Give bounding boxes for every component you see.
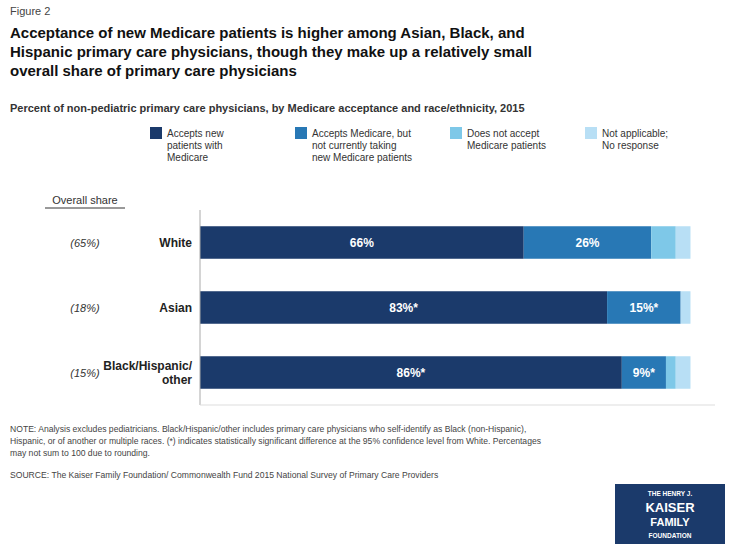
legend-swatch [295,127,307,139]
legend-item: Accepts newpatients withMedicare [150,127,224,163]
legend-label: Does not acceptMedicare patients [467,128,546,151]
overall-share-heading: Overall share [52,194,117,206]
bar-segment [676,226,691,259]
bar-segment [666,356,676,389]
logo: THE HENRY J. KAISERFAMILY FOUNDATION [615,484,725,544]
source: SOURCE: The Kaiser Family Foundation/ Co… [10,470,438,480]
legend-swatch [150,127,162,139]
note: Hispanic, or of another or multiple race… [10,436,541,446]
data-label: 26% [575,236,599,250]
bar-segment [622,356,666,389]
bar-segment [200,291,607,324]
logo-text: FOUNDATION [649,532,692,539]
figure-label: Figure 2 [10,5,50,17]
data-label: 83%* [389,301,418,315]
chart: Figure 2 Acceptance of new Medicare patie… [0,0,735,551]
data-label: 66% [350,236,374,250]
overall-share-label: (15%) [70,367,100,379]
overall-share-underline [45,208,125,209]
category-label: Asian [159,301,192,315]
subtitle: Percent of non-pediatric primary care ph… [10,102,525,114]
logo-text: FAMILY [650,516,690,528]
legend-swatch [450,127,462,139]
overall-share-label: (18%) [70,302,100,314]
note: may not sum to 100 due to rounding. [10,448,150,458]
legend-item: Not applicable;No response [585,127,668,151]
bar-segment [200,356,622,389]
bar-segment [200,226,524,259]
overall-share-label: (65%) [70,237,100,249]
legend-item: Does not acceptMedicare patients [450,127,546,151]
bar-segment [651,226,676,259]
data-label: 9%* [633,366,655,380]
legend-label: Accepts Medicare, butnot currently takin… [312,128,412,163]
x-axis-line [200,405,715,406]
bar-segment [607,291,681,324]
data-label: 15%* [630,301,659,315]
logo-text: THE HENRY J. [648,490,693,497]
y-axis-line [200,210,201,405]
title: Acceptance of new Medicare patients is h… [10,24,532,79]
bars [200,226,690,389]
logo-text: KAISER [645,500,695,515]
legend-label: Not applicable;No response [602,128,668,151]
legend-label: Accepts newpatients withMedicare [167,128,224,163]
note: NOTE: Analysis excludes pediatricians. B… [10,424,526,434]
category-label: Black/Hispanic/other [103,359,192,387]
legend-item: Accepts Medicare, butnot currently takin… [295,127,412,163]
logo-box [615,484,725,544]
bar-segment [524,226,652,259]
bar-segment [676,356,691,389]
data-label: 86%* [397,366,426,380]
category-label: White [159,236,192,250]
bar-segment [681,291,691,324]
legend-swatch [585,127,597,139]
